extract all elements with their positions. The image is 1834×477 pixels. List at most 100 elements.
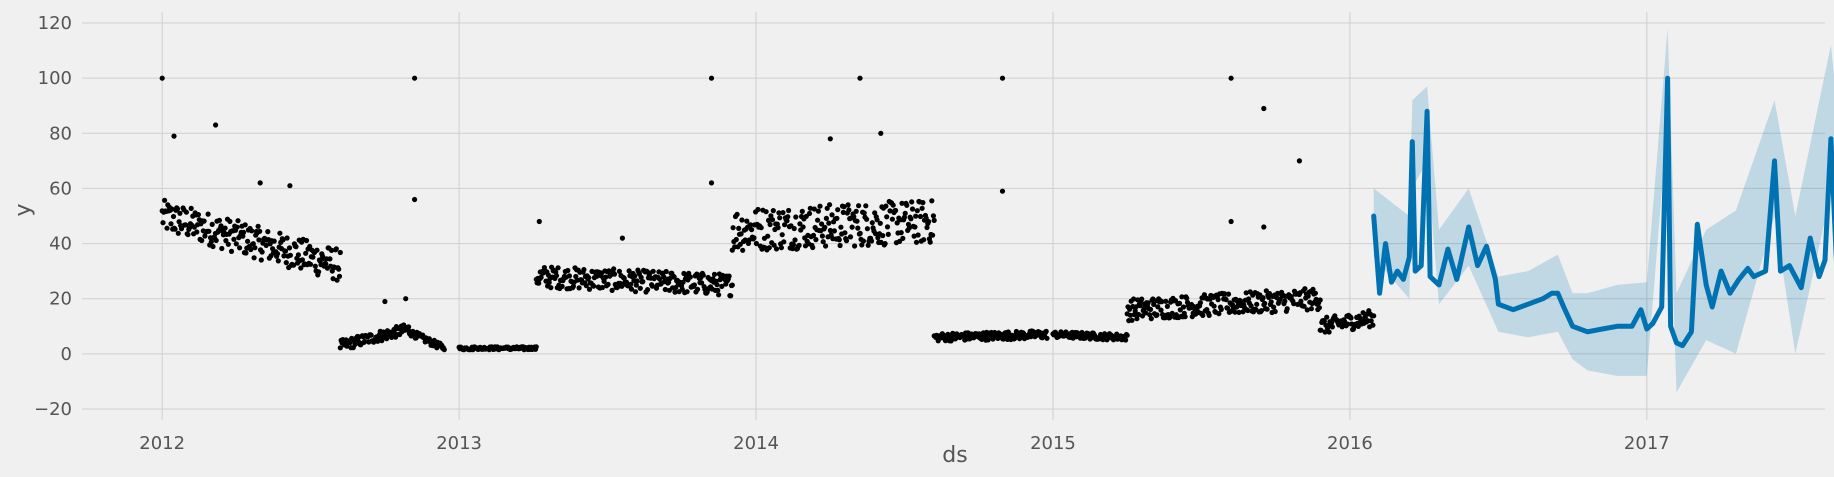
observed-point-217 xyxy=(334,277,340,283)
observed-point-1181 xyxy=(1127,312,1133,318)
observed-point-155 xyxy=(284,235,290,241)
observed-point-579 xyxy=(640,279,646,285)
observed-point-618 xyxy=(671,274,677,280)
observed-point-43 xyxy=(194,229,200,235)
observed-point-1227 xyxy=(1164,303,1170,309)
x-axis-label: ds xyxy=(942,443,967,468)
observed-point-755 xyxy=(781,239,787,245)
observed-point-668 xyxy=(711,271,718,277)
observed-point-608 xyxy=(663,268,669,275)
x-tick-label-4: 2016 xyxy=(1327,433,1373,454)
observed-point-804 xyxy=(820,239,826,245)
observed-point-61 xyxy=(208,239,214,245)
observed-point-709 xyxy=(744,218,750,224)
forecast-line xyxy=(1371,75,1834,349)
observed-point-16 xyxy=(172,226,178,232)
observed-point-1195 xyxy=(1139,296,1145,302)
observed-point-795 xyxy=(813,237,819,243)
observed-point-787 xyxy=(806,210,813,217)
uncertainty-band-area xyxy=(1373,28,1834,393)
observed-point-6 xyxy=(164,225,170,231)
observed-point-812 xyxy=(827,202,833,208)
observed-point-465 xyxy=(548,285,554,291)
observed-point-857 xyxy=(863,203,869,209)
observed-point-768 xyxy=(791,225,797,232)
observed-point-1082 xyxy=(1043,328,1049,334)
observed-point-123 xyxy=(258,257,264,263)
observed-point-49 xyxy=(199,237,205,244)
observed-point-53 xyxy=(202,233,208,239)
observed-point-577 xyxy=(638,274,644,280)
observed-point-915 xyxy=(909,206,916,212)
observed-point-643 xyxy=(691,282,698,288)
observed-point-1507 xyxy=(1261,224,1267,230)
observed-point-788 xyxy=(807,205,813,211)
observed-point-825 xyxy=(837,242,843,249)
observed-point-3 xyxy=(162,197,168,203)
observed-point-890 xyxy=(889,216,896,222)
observed-point-714 xyxy=(748,222,754,228)
observed-point-925 xyxy=(917,213,924,220)
observed-point-1490 xyxy=(412,75,418,81)
observed-point-885 xyxy=(885,231,891,237)
observed-point-531 xyxy=(601,278,607,284)
observed-point-1325 xyxy=(1243,290,1249,296)
observed-point-208 xyxy=(327,256,333,262)
observed-point-289 xyxy=(392,330,398,336)
observed-point-101 xyxy=(241,229,247,235)
observed-point-688 xyxy=(728,293,734,299)
observed-point-1491 xyxy=(412,196,418,203)
observed-point-860 xyxy=(865,242,871,248)
observed-point-881 xyxy=(882,241,888,247)
observed-point-842 xyxy=(851,214,857,220)
observed-point-939 xyxy=(929,198,935,204)
observed-point-219 xyxy=(336,266,342,272)
observed-point-252 xyxy=(362,339,368,345)
observed-point-811 xyxy=(826,220,832,226)
observed-point-518 xyxy=(591,283,597,289)
observed-point-779 xyxy=(800,224,806,230)
observed-point-753 xyxy=(779,232,785,238)
observed-point-1328 xyxy=(1246,296,1252,302)
observed-point-723 xyxy=(755,206,761,213)
observed-point-742 xyxy=(770,208,776,214)
grid xyxy=(82,12,1825,420)
observed-point-158 xyxy=(286,245,293,251)
observed-point-727 xyxy=(758,225,764,231)
observed-point-699 xyxy=(736,225,742,231)
observed-point-887 xyxy=(887,208,893,214)
observed-point-791 xyxy=(810,244,816,251)
observed-point-20 xyxy=(175,230,181,236)
observed-point-920 xyxy=(913,239,920,245)
observed-point-1416 xyxy=(1316,305,1322,311)
observed-point-110 xyxy=(248,246,254,253)
observed-point-769 xyxy=(792,237,798,243)
observed-point-150 xyxy=(280,237,286,243)
observed-point-798 xyxy=(815,208,822,214)
observed-point-1327 xyxy=(1245,307,1251,314)
observed-point-1225 xyxy=(1163,298,1169,304)
observed-point-450 xyxy=(536,280,542,286)
observed-point-1384 xyxy=(1291,301,1297,307)
observed-point-194 xyxy=(316,269,322,275)
observed-point-131 xyxy=(265,229,271,235)
observed-point-114 xyxy=(251,255,257,261)
observed-point-1344 xyxy=(1258,308,1265,314)
observed-point-882 xyxy=(883,203,889,209)
observed-point-1504 xyxy=(1261,105,1267,112)
observed-point-600 xyxy=(657,276,663,282)
observed-point-803 xyxy=(819,233,826,239)
observed-point-350 xyxy=(441,347,447,353)
observed-point-1331 xyxy=(1248,303,1254,309)
observed-point-928 xyxy=(920,200,926,206)
observed-point-821 xyxy=(834,215,840,221)
observed-point-918 xyxy=(912,224,918,230)
observed-point-564 xyxy=(628,281,634,287)
observed-point-1191 xyxy=(1135,311,1142,318)
observed-point-93 xyxy=(234,224,240,230)
observed-point-474 xyxy=(555,265,561,271)
observed-point-1393 xyxy=(1298,298,1304,304)
observed-point-571 xyxy=(633,282,639,288)
observed-point-748 xyxy=(775,225,781,231)
